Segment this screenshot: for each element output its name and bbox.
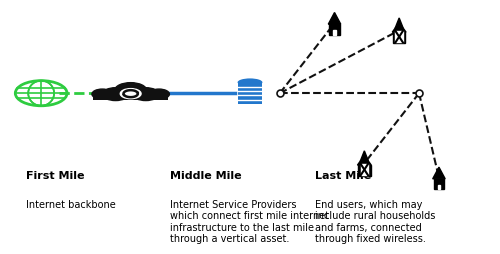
FancyBboxPatch shape [393,32,406,43]
Text: Internet Service Providers
which connect first mile internet
infrastructure to t: Internet Service Providers which connect… [170,200,330,244]
Polygon shape [392,28,406,32]
Polygon shape [360,151,368,161]
FancyBboxPatch shape [434,179,444,189]
Circle shape [92,89,112,99]
Text: First Mile: First Mile [26,170,85,181]
Polygon shape [395,18,403,28]
Ellipse shape [238,78,262,86]
FancyBboxPatch shape [330,24,340,35]
Polygon shape [358,161,372,165]
FancyBboxPatch shape [238,82,262,104]
Circle shape [102,88,129,101]
FancyBboxPatch shape [396,31,403,42]
FancyBboxPatch shape [334,30,336,35]
Circle shape [148,89,170,99]
FancyBboxPatch shape [93,94,168,100]
Polygon shape [432,167,445,179]
Text: End users, which may
include rural households
and farms, connected
through fixed: End users, which may include rural house… [314,200,435,244]
Text: Middle Mile: Middle Mile [170,170,242,181]
FancyBboxPatch shape [358,165,370,176]
Polygon shape [328,12,341,24]
FancyBboxPatch shape [360,164,368,175]
Circle shape [114,83,146,98]
Text: Last Mile: Last Mile [314,170,371,181]
Circle shape [132,88,159,101]
FancyBboxPatch shape [438,185,440,189]
Circle shape [120,89,141,99]
Text: Internet backbone: Internet backbone [26,200,116,210]
